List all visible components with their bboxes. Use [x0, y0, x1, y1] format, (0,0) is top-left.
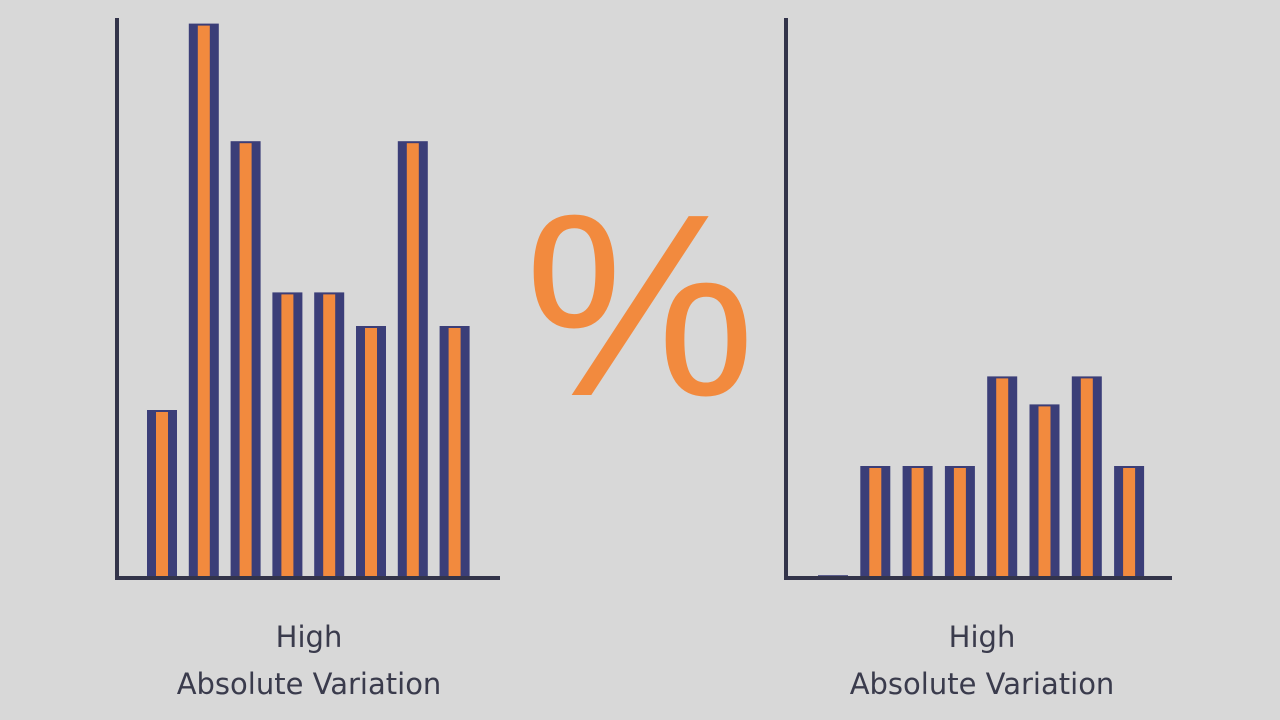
bar-stripe — [996, 378, 1009, 578]
bar-stripe — [448, 328, 461, 578]
bar-stripe — [156, 412, 168, 578]
bar-stripe — [365, 328, 377, 578]
caption: High — [276, 620, 343, 654]
bar-stripe — [1038, 406, 1051, 578]
bar-stripe — [323, 294, 336, 578]
bar-stripe — [911, 468, 924, 578]
bar-stripe — [953, 468, 966, 578]
bar-stripe — [197, 25, 210, 579]
bar-stripe — [239, 143, 252, 578]
bar-stripe — [281, 294, 294, 578]
bar-stripe — [869, 468, 882, 578]
caption: Absolute Variation — [850, 667, 1115, 701]
caption: High — [949, 620, 1016, 654]
percent-symbol: % — [524, 161, 755, 451]
bar-stripe — [1123, 468, 1136, 578]
bar-stripe — [406, 143, 419, 578]
bar-stripe — [1080, 378, 1093, 578]
caption: Absolute Variation — [177, 667, 442, 701]
